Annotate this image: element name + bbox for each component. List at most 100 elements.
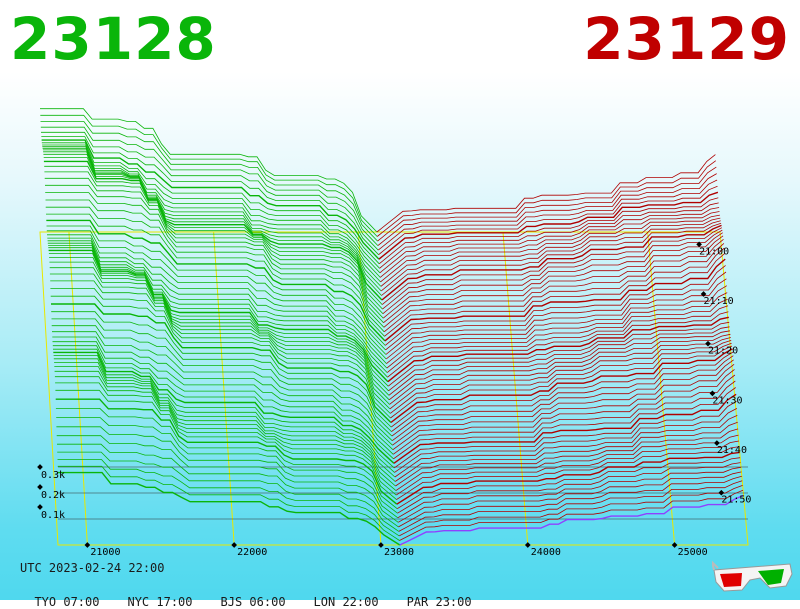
ask-depth-line — [391, 355, 734, 432]
bid-depth-line — [49, 261, 390, 396]
bid-depth-line — [57, 465, 400, 541]
time-tick-label: 21:30 — [712, 395, 742, 406]
latest-ask-line — [399, 494, 744, 546]
ask-depth-line — [393, 400, 737, 469]
ask-depth-line — [385, 285, 728, 360]
ask-depth-line — [377, 179, 718, 251]
ask-depth-line — [377, 173, 717, 246]
bid-price: 23128 — [10, 5, 217, 73]
ask-depth-line — [394, 415, 738, 478]
ask-depth-line — [378, 191, 719, 260]
x-tick-label: 23000 — [384, 547, 414, 558]
bid-depth-line — [42, 146, 381, 274]
ask-depth-line — [398, 475, 742, 528]
ask-price: 23129 — [583, 5, 790, 73]
time-tick-marker — [700, 291, 707, 297]
x-tick-label: 22000 — [237, 547, 267, 558]
bid-depth-line — [43, 153, 382, 292]
ask-depth-line — [387, 321, 730, 387]
bid-depth-line — [51, 318, 392, 432]
ask-depth-line — [392, 374, 736, 451]
bid-depth-line — [55, 407, 398, 510]
ask-depth-line — [381, 224, 722, 301]
timezone-nyc: NYC 17:00 — [127, 595, 193, 609]
bid-depth-line — [49, 256, 389, 392]
time-tick-marker — [714, 440, 720, 446]
bid-depth-line — [53, 355, 395, 469]
3d-glasses-icon[interactable] — [712, 560, 794, 594]
bid-depth-line — [43, 160, 383, 301]
bid-depth-line — [40, 126, 379, 246]
bid-depth-line — [56, 435, 399, 523]
timezone-par: PAR 23:00 — [406, 595, 472, 609]
ask-depth-line — [390, 351, 734, 428]
ask-depth-line — [384, 258, 726, 342]
ask-depth-line — [389, 342, 732, 414]
ask-depth-line — [393, 393, 737, 464]
bid-depth-line — [53, 348, 394, 460]
utc-timestamp: UTC 2023-02-24 22:00 — [20, 561, 165, 575]
ask-depth-line — [398, 471, 742, 523]
ask-depth-line — [376, 154, 716, 233]
ask-depth-line — [386, 292, 728, 364]
bid-depth-line — [41, 136, 379, 255]
ask-depth-line — [380, 214, 720, 283]
ask-depth-line — [385, 278, 727, 355]
bid-depth-line — [51, 325, 393, 437]
x-tick-marker — [84, 542, 91, 548]
bid-depth-line — [45, 199, 385, 328]
bid-depth-line — [53, 351, 395, 464]
bid-depth-line — [55, 389, 397, 500]
bid-depth-line — [57, 451, 400, 532]
ask-depth-line — [383, 247, 725, 333]
time-tick-label: 21:10 — [704, 296, 734, 307]
time-tick-marker — [696, 241, 702, 248]
ask-depth-line — [396, 446, 740, 500]
ask-depth-line — [394, 408, 738, 473]
ask-depth-line — [390, 348, 733, 424]
bid-depth-line — [53, 358, 395, 473]
bid-depth-line — [46, 213, 385, 337]
depth-tick-marker — [37, 504, 43, 510]
bid-depth-line — [44, 165, 383, 305]
ask-depth-line — [384, 253, 726, 337]
timezone-tyo: TYO 07:00 — [34, 595, 100, 609]
bid-depth-line — [54, 370, 396, 487]
ask-depth-line — [379, 207, 720, 274]
ask-depth-line — [398, 480, 743, 532]
depth-tick-label: 0.1k — [41, 510, 65, 521]
ask-depth-line — [382, 232, 723, 315]
x-tick-label: 24000 — [531, 547, 561, 558]
ask-depth-line — [397, 462, 741, 514]
x-tick-marker — [231, 542, 237, 548]
ask-depth-line — [376, 160, 717, 237]
ask-depth-line — [389, 340, 732, 410]
ask-depth-line — [380, 217, 721, 287]
ask-depth-line — [380, 220, 721, 292]
bid-depth-line — [43, 157, 382, 296]
bid-depth-line — [40, 121, 378, 242]
depth-tick-marker — [37, 484, 43, 490]
ask-depth-line — [394, 421, 738, 482]
x-tick-label: 21000 — [90, 547, 120, 558]
ask-depth-line — [383, 243, 725, 328]
bid-depth-line — [47, 240, 387, 364]
ask-depth-line — [397, 466, 741, 519]
ask-depth-line — [392, 380, 736, 455]
bid-depth-line — [52, 345, 394, 455]
bid-depth-line — [48, 249, 389, 383]
timezone-lon: LON 22:00 — [313, 595, 379, 609]
bid-depth-line — [42, 149, 381, 283]
bid-depth-line — [56, 417, 398, 514]
bid-depth-line — [44, 177, 384, 314]
bid-depth-line — [41, 131, 379, 251]
bid-depth-line — [42, 147, 381, 278]
bid-depth-line — [47, 234, 387, 355]
time-tick-label: 21:20 — [708, 346, 738, 357]
depth-tick-label: 0.2k — [41, 490, 65, 501]
bid-depth-line — [44, 171, 383, 310]
bid-depth-line — [51, 303, 392, 423]
bid-depth-line — [54, 366, 396, 482]
time-tick-marker — [709, 390, 716, 397]
bid-depth-line — [48, 253, 389, 387]
